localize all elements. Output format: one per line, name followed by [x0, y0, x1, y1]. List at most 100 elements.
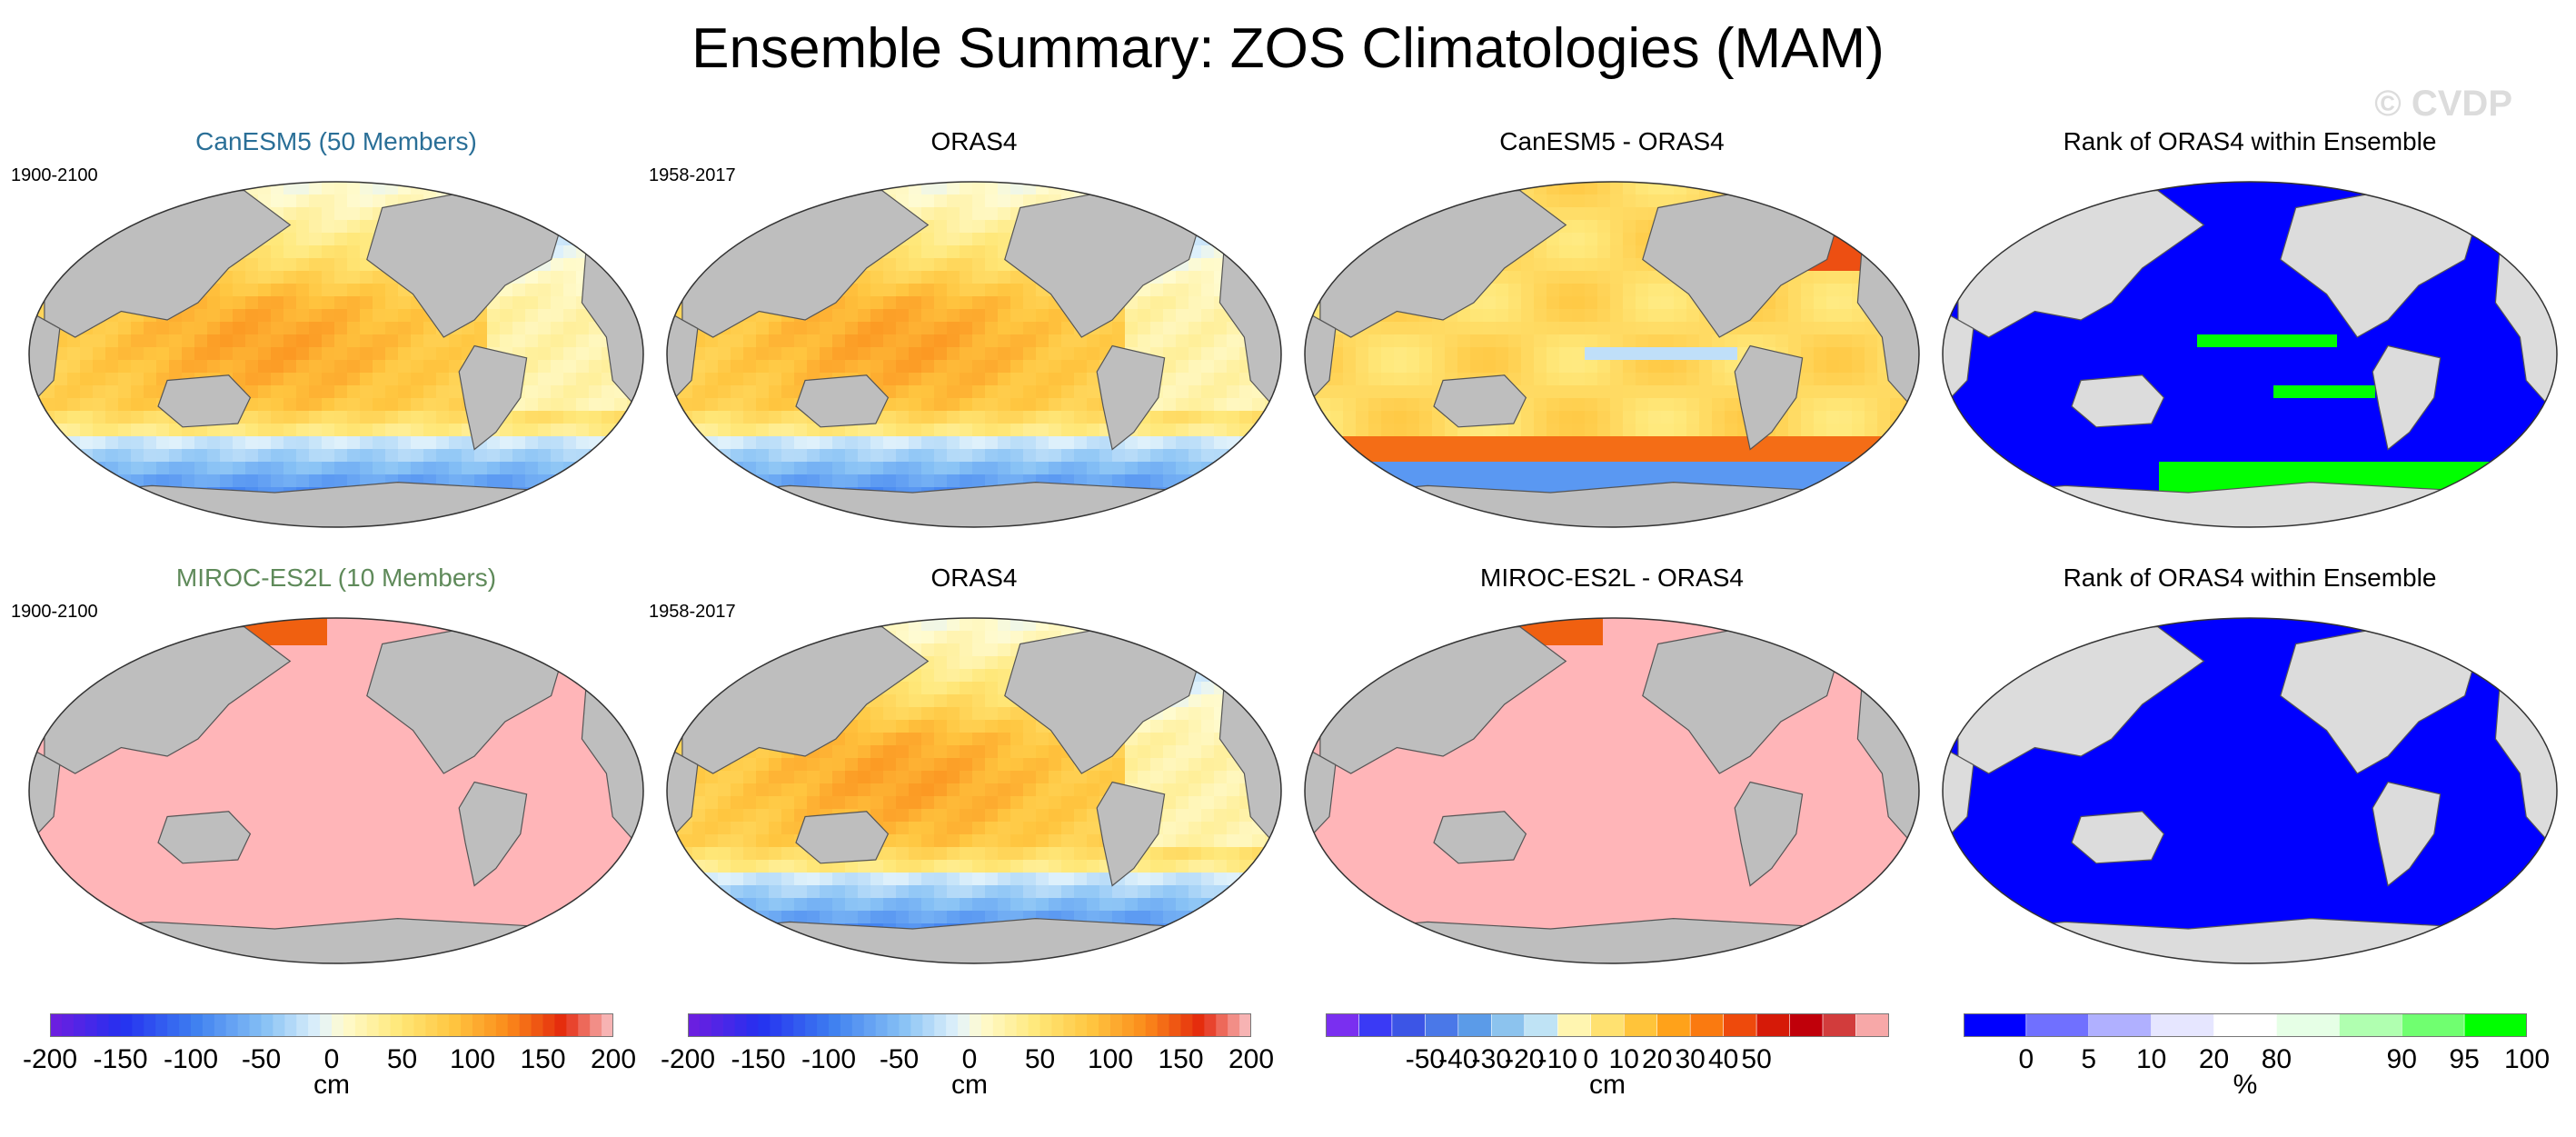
- ocean-cell: [832, 322, 846, 335]
- ocean-cell: [1356, 347, 1369, 361]
- ocean-cell: [1330, 513, 1344, 526]
- ocean-cell: [2223, 220, 2236, 234]
- ocean-cell: [614, 220, 628, 234]
- ocean-cell: [449, 398, 462, 412]
- ocean-cell: [1150, 424, 1164, 437]
- ocean-cell: [2032, 322, 2045, 335]
- ocean-cell: [144, 525, 157, 539]
- ocean-cell: [1559, 385, 1573, 399]
- ocean-cell: [627, 474, 641, 488]
- ocean-cell: [1877, 449, 1891, 463]
- ocean-cell: [870, 424, 884, 437]
- ocean-cell: [2095, 322, 2109, 335]
- ocean-cell: [1445, 525, 1458, 539]
- ocean-cell: [832, 334, 846, 348]
- ocean-cell: [858, 360, 871, 374]
- ocean-cell: [1547, 462, 1560, 475]
- ocean-cell: [1087, 398, 1100, 412]
- ocean-cell: [576, 513, 590, 526]
- ocean-cell: [909, 309, 922, 323]
- ocean-cell: [1023, 385, 1037, 399]
- ocean-cell: [718, 220, 731, 234]
- ocean-cell: [2286, 322, 2300, 335]
- ocean-cell: [1943, 245, 1956, 259]
- ocean-cell: [296, 334, 310, 348]
- ocean-cell: [2006, 194, 2020, 208]
- ocean-cell: [105, 207, 119, 221]
- ocean-cell: [538, 449, 552, 463]
- ocean-cell: [2464, 322, 2478, 335]
- ocean-cell: [1419, 347, 1433, 361]
- ocean-cell: [2273, 385, 2287, 399]
- ocean-cell: [1559, 233, 1573, 246]
- ocean-cell: [1189, 194, 1202, 208]
- ocean-cell: [1061, 373, 1075, 386]
- ocean-cell: [29, 284, 43, 297]
- ocean-cell: [1227, 487, 1240, 501]
- ocean-cell: [972, 245, 986, 259]
- ocean-cell: [1381, 360, 1395, 374]
- ocean-cell: [1394, 322, 1407, 335]
- ocean-cell: [1201, 487, 1215, 501]
- ocean-cell: [1852, 334, 1865, 348]
- ocean-cell: [960, 411, 973, 424]
- ocean-cell: [462, 525, 475, 539]
- ocean-cell: [1394, 347, 1407, 361]
- ocean-cell: [1265, 182, 1278, 195]
- ocean-cell: [118, 424, 132, 437]
- ocean-cell: [1049, 398, 1062, 412]
- ocean-cell: [909, 334, 922, 348]
- ocean-cell: [500, 525, 513, 539]
- ocean-cell: [551, 525, 564, 539]
- ocean-cell: [1138, 194, 1151, 208]
- ocean-cell: [1852, 207, 1865, 221]
- ocean-cell: [334, 220, 348, 234]
- ocean-cell: [385, 525, 399, 539]
- ocean-cell: [769, 462, 782, 475]
- ocean-cell: [2515, 385, 2529, 399]
- ocean-cell: [271, 398, 284, 412]
- ocean-cell: [551, 424, 564, 437]
- ocean-cell: [1099, 449, 1113, 463]
- ocean-cell: [934, 398, 948, 412]
- ocean-cell: [667, 411, 681, 424]
- ocean-cell: [1572, 284, 1586, 297]
- ocean-cell: [1877, 474, 1891, 488]
- ocean-cell: [1610, 296, 1624, 310]
- ocean-cell: [67, 500, 81, 514]
- ocean-cell: [2235, 258, 2249, 272]
- ocean-cell: [538, 373, 552, 386]
- ocean-cell: [1661, 334, 1675, 348]
- ocean-cell: [1483, 334, 1497, 348]
- ocean-cell: [423, 347, 437, 361]
- ocean-cell: [589, 347, 602, 361]
- ocean-cell: [105, 194, 119, 208]
- ocean-cell: [436, 398, 450, 412]
- ocean-cell: [1559, 207, 1573, 221]
- ocean-cell: [2223, 322, 2236, 335]
- ocean-cell: [1648, 296, 1662, 310]
- ocean-cell: [2210, 245, 2223, 259]
- ocean-cell: [1890, 436, 1904, 450]
- ocean-cell: [220, 309, 234, 323]
- ocean-cell: [1381, 487, 1395, 501]
- ocean-cell: [2235, 284, 2249, 297]
- ocean-cell: [1176, 271, 1189, 284]
- ocean-cell: [576, 500, 590, 514]
- ocean-cell: [1356, 360, 1369, 374]
- ocean-cell: [1636, 462, 1649, 475]
- ocean-cell: [373, 449, 386, 463]
- ocean-cell: [2223, 296, 2236, 310]
- ocean-cell: [1725, 385, 1738, 399]
- ocean-cell: [1877, 220, 1891, 234]
- ocean-cell: [423, 525, 437, 539]
- ocean-cell: [934, 296, 948, 310]
- ocean-cell: [67, 207, 81, 221]
- ocean-cell: [2146, 309, 2160, 323]
- ocean-cell: [1432, 436, 1446, 450]
- ocean-cell: [182, 462, 195, 475]
- ocean-cell: [1547, 525, 1560, 539]
- ocean-cell: [1559, 284, 1573, 297]
- ocean-cell: [1356, 182, 1369, 195]
- ocean-cell: [896, 271, 910, 284]
